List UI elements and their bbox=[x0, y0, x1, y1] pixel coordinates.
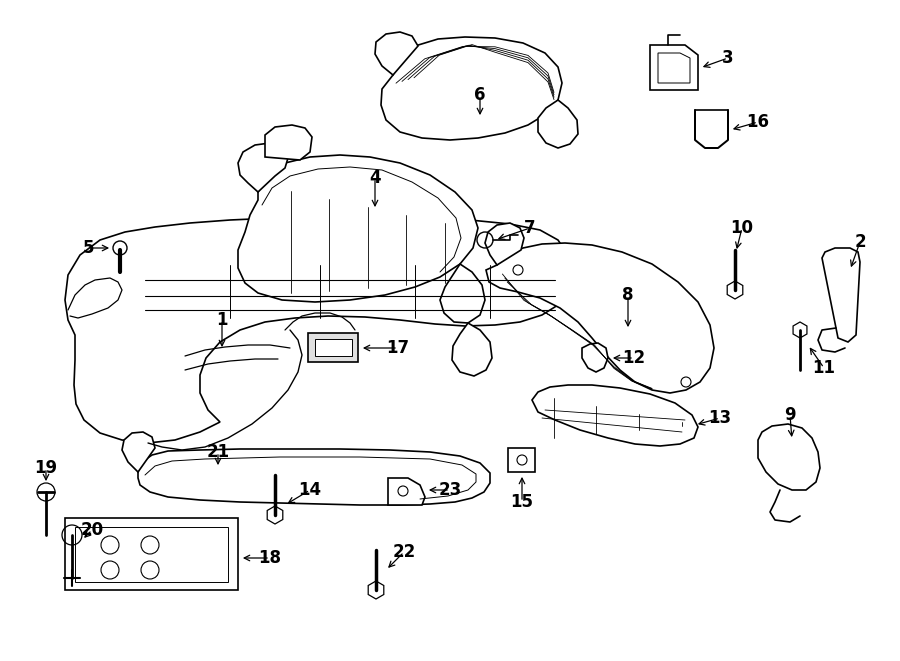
Text: 4: 4 bbox=[369, 169, 381, 187]
Polygon shape bbox=[658, 53, 690, 83]
Polygon shape bbox=[452, 323, 492, 376]
Polygon shape bbox=[440, 264, 485, 323]
Text: 11: 11 bbox=[813, 359, 835, 377]
Polygon shape bbox=[381, 37, 562, 140]
Polygon shape bbox=[650, 45, 698, 90]
Text: 20: 20 bbox=[80, 521, 104, 539]
Polygon shape bbox=[486, 243, 714, 393]
Text: 2: 2 bbox=[854, 233, 866, 251]
Text: 18: 18 bbox=[258, 549, 282, 567]
Polygon shape bbox=[368, 581, 383, 599]
Text: 8: 8 bbox=[622, 286, 634, 304]
Polygon shape bbox=[65, 217, 572, 443]
Text: 15: 15 bbox=[510, 493, 534, 511]
Polygon shape bbox=[65, 518, 238, 590]
Text: 13: 13 bbox=[708, 409, 732, 427]
Polygon shape bbox=[122, 432, 155, 472]
Text: 14: 14 bbox=[299, 481, 321, 499]
Polygon shape bbox=[758, 424, 820, 490]
Polygon shape bbox=[308, 333, 358, 362]
Polygon shape bbox=[75, 527, 228, 582]
Polygon shape bbox=[238, 155, 478, 302]
Text: 23: 23 bbox=[438, 481, 462, 499]
Polygon shape bbox=[267, 506, 283, 524]
Text: 22: 22 bbox=[392, 543, 416, 561]
Text: 1: 1 bbox=[216, 311, 228, 329]
Polygon shape bbox=[138, 449, 490, 505]
Polygon shape bbox=[315, 339, 352, 356]
Text: 12: 12 bbox=[623, 349, 645, 367]
Text: 5: 5 bbox=[82, 239, 94, 257]
Polygon shape bbox=[388, 478, 425, 505]
Text: 16: 16 bbox=[746, 113, 769, 131]
Polygon shape bbox=[265, 125, 312, 160]
Polygon shape bbox=[532, 385, 698, 446]
Text: 9: 9 bbox=[784, 406, 796, 424]
Text: 10: 10 bbox=[731, 219, 753, 237]
Text: 7: 7 bbox=[524, 219, 536, 237]
Text: 6: 6 bbox=[474, 86, 486, 104]
Polygon shape bbox=[485, 223, 524, 265]
Polygon shape bbox=[727, 281, 742, 299]
Text: 21: 21 bbox=[206, 443, 230, 461]
Text: 3: 3 bbox=[722, 49, 734, 67]
Text: 17: 17 bbox=[386, 339, 410, 357]
Polygon shape bbox=[375, 32, 418, 75]
Polygon shape bbox=[822, 248, 860, 342]
Polygon shape bbox=[793, 322, 807, 338]
Text: 19: 19 bbox=[34, 459, 58, 477]
Polygon shape bbox=[508, 448, 535, 472]
Polygon shape bbox=[582, 343, 608, 372]
Polygon shape bbox=[238, 143, 288, 192]
Polygon shape bbox=[538, 100, 578, 148]
